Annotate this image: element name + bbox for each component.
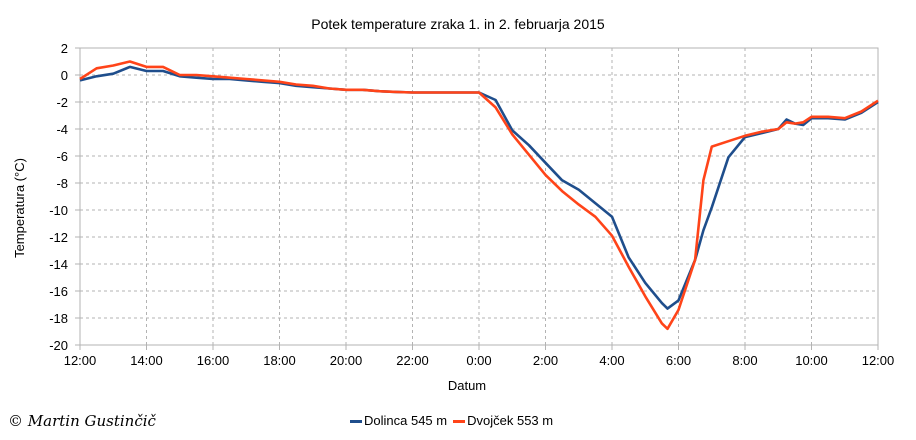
- legend-item-dvojcek: Dvojček 553 m: [453, 413, 553, 428]
- legend-item-dolinca: Dolinca 545 m: [350, 413, 447, 428]
- y-tick-label: -16: [49, 284, 68, 299]
- chart-title: Potek temperature zraka 1. in 2. februar…: [311, 16, 605, 32]
- x-tick-label: 18:00: [263, 353, 296, 368]
- x-tick-label: 2:00: [533, 353, 558, 368]
- series-line-dvojček: [79, 60, 879, 331]
- x-tick-label: 22:00: [396, 353, 429, 368]
- y-tick-label: -6: [56, 149, 68, 164]
- author-credit: © Martin Gustinčič: [8, 412, 156, 430]
- x-tick-label: 4:00: [599, 353, 624, 368]
- x-tick-label: 6:00: [666, 353, 691, 368]
- x-tick-label: 10:00: [795, 353, 828, 368]
- grid: [79, 47, 879, 346]
- series-lines: [79, 60, 879, 331]
- x-tick-label: 16:00: [197, 353, 230, 368]
- y-tick-label: -10: [49, 203, 68, 218]
- legend-swatch: [350, 420, 362, 424]
- x-tick-label: 12:00: [64, 353, 97, 368]
- y-tick-label: -18: [49, 311, 68, 326]
- plot-frame: [79, 47, 879, 346]
- y-tick-label: 0: [61, 68, 68, 83]
- y-tick-label: -8: [56, 176, 68, 191]
- y-tick-label: -12: [49, 230, 68, 245]
- legend: Dolinca 545 m Dvojček 553 m: [350, 413, 553, 428]
- x-tick-label: 20:00: [330, 353, 363, 368]
- y-axis-label: Temperatura (°C): [12, 158, 27, 258]
- x-tick-label: 8:00: [732, 353, 757, 368]
- x-tick-label: 14:00: [130, 353, 163, 368]
- y-tick-label: -20: [49, 338, 68, 353]
- y-tick-label: -4: [56, 122, 68, 137]
- y-tick-label: -2: [56, 95, 68, 110]
- x-tick-label: 0:00: [466, 353, 491, 368]
- legend-label: Dvojček 553 m: [467, 413, 554, 428]
- y-tick-label: -14: [49, 257, 68, 272]
- x-tick-label: 12:00: [862, 353, 895, 368]
- y-tick-label: 2: [61, 41, 68, 56]
- x-axis-label: Datum: [448, 378, 486, 393]
- legend-label: Dolinca 545 m: [364, 413, 448, 428]
- legend-swatch: [453, 420, 466, 424]
